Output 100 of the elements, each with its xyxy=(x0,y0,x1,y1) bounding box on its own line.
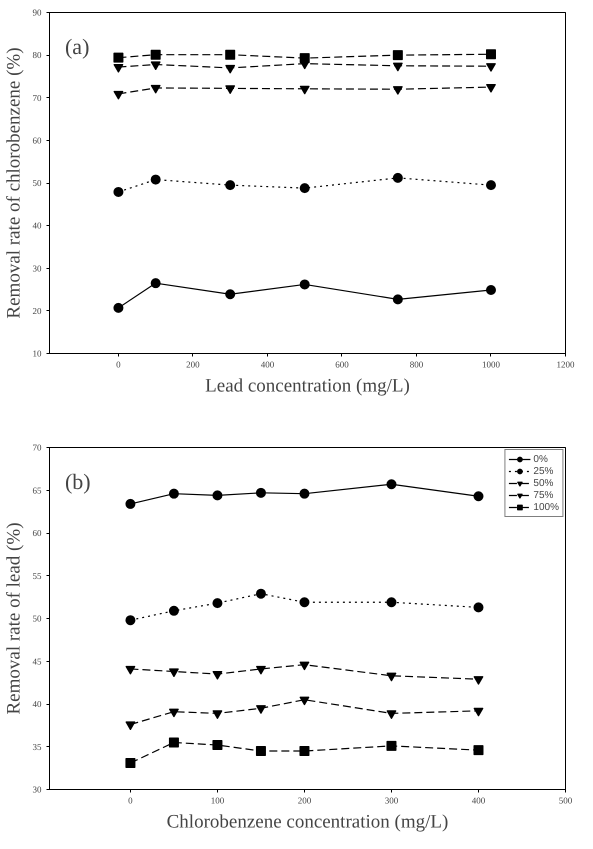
legend-label: 75% xyxy=(533,489,554,501)
y-tick-label: 45 xyxy=(32,656,42,666)
point xyxy=(486,285,496,295)
annotation: (b) xyxy=(64,469,91,494)
y-tick-label: 35 xyxy=(32,742,42,752)
point xyxy=(299,662,310,670)
y-tick-label: 70 xyxy=(32,92,42,103)
point xyxy=(392,50,403,60)
x-tick-label: 400 xyxy=(260,360,275,370)
point xyxy=(113,52,124,63)
point xyxy=(125,721,136,730)
point xyxy=(125,498,136,509)
point xyxy=(392,294,403,304)
annotation: (a) xyxy=(64,34,90,60)
point xyxy=(386,597,396,608)
point xyxy=(150,50,161,60)
point xyxy=(225,64,236,74)
y-tick-label: 55 xyxy=(32,570,42,581)
legend-label: 25% xyxy=(533,465,554,477)
y-tick-label: 40 xyxy=(32,699,42,709)
point xyxy=(113,186,124,197)
y-tick-label: 50 xyxy=(32,614,42,624)
y-tick-label: 10 xyxy=(32,348,42,358)
point xyxy=(486,63,496,72)
y-tick-label: 80 xyxy=(32,50,42,60)
point xyxy=(212,490,222,500)
point xyxy=(225,50,236,60)
point xyxy=(486,180,496,190)
point xyxy=(168,606,179,616)
x-tick-label: 100 xyxy=(210,796,225,806)
point xyxy=(150,174,161,185)
legend-label: 50% xyxy=(533,477,554,489)
point xyxy=(386,479,396,490)
point xyxy=(125,666,136,675)
point xyxy=(150,84,161,94)
x-tick-label: 0 xyxy=(128,796,134,806)
point xyxy=(125,615,136,626)
point xyxy=(386,672,396,682)
point xyxy=(256,588,266,599)
y-tick-label: 30 xyxy=(32,263,42,274)
point xyxy=(473,602,484,612)
y-tick-label: 40 xyxy=(32,220,42,231)
point xyxy=(392,86,403,95)
point xyxy=(299,696,310,706)
point xyxy=(125,758,136,768)
y-axis-title: Removal rate of lead (%) xyxy=(4,522,24,715)
x-tick-label: 300 xyxy=(384,796,399,806)
point xyxy=(300,53,310,64)
x-tick-label: 500 xyxy=(558,796,573,806)
point xyxy=(256,666,266,675)
x-tick-label: 600 xyxy=(335,360,350,370)
y-tick-label: 30 xyxy=(32,784,42,794)
point xyxy=(486,49,496,60)
point xyxy=(225,289,236,300)
x-tick-label: 200 xyxy=(186,360,200,370)
point xyxy=(300,183,310,194)
y-tick-label: 65 xyxy=(32,485,42,496)
x-tick-label: 200 xyxy=(298,796,312,806)
y-axis-title: Removal rate of chlorobenzene (%) xyxy=(4,47,24,319)
legend-label: 100% xyxy=(533,501,559,513)
x-tick-label: 400 xyxy=(472,796,486,806)
point xyxy=(256,746,266,756)
point xyxy=(113,64,124,73)
point xyxy=(225,85,236,94)
x-axis-title: Chlorobenzene concentration (mg/L) xyxy=(166,812,448,832)
point xyxy=(256,705,266,714)
point xyxy=(473,745,484,756)
point xyxy=(168,708,179,718)
legend-label: 0% xyxy=(533,453,549,465)
x-tick-label: 1200 xyxy=(556,360,575,370)
y-tick-label: 50 xyxy=(32,178,42,188)
x-tick-label: 800 xyxy=(410,360,424,370)
point xyxy=(113,302,124,313)
point xyxy=(168,737,179,748)
x-tick-label: 1000 xyxy=(482,360,500,370)
point xyxy=(473,708,484,717)
point xyxy=(299,488,310,499)
point xyxy=(212,670,222,680)
point xyxy=(212,710,222,720)
point xyxy=(392,62,403,72)
y-tick-label: 90 xyxy=(32,8,42,18)
point xyxy=(113,90,124,100)
point xyxy=(212,740,222,750)
point xyxy=(299,746,310,756)
point xyxy=(300,279,310,290)
point xyxy=(150,61,161,70)
point xyxy=(299,597,310,608)
point xyxy=(386,710,396,720)
point xyxy=(386,740,396,751)
point xyxy=(168,668,179,678)
point xyxy=(225,180,236,190)
point xyxy=(212,598,222,608)
point xyxy=(300,86,310,94)
point xyxy=(256,488,266,498)
x-axis-title: Lead concentration (mg/L) xyxy=(205,376,410,396)
x-tick-label: 0 xyxy=(116,360,122,370)
point xyxy=(392,172,403,183)
y-tick-label: 60 xyxy=(32,135,42,146)
point xyxy=(473,491,484,502)
y-tick-label: 20 xyxy=(32,306,42,316)
